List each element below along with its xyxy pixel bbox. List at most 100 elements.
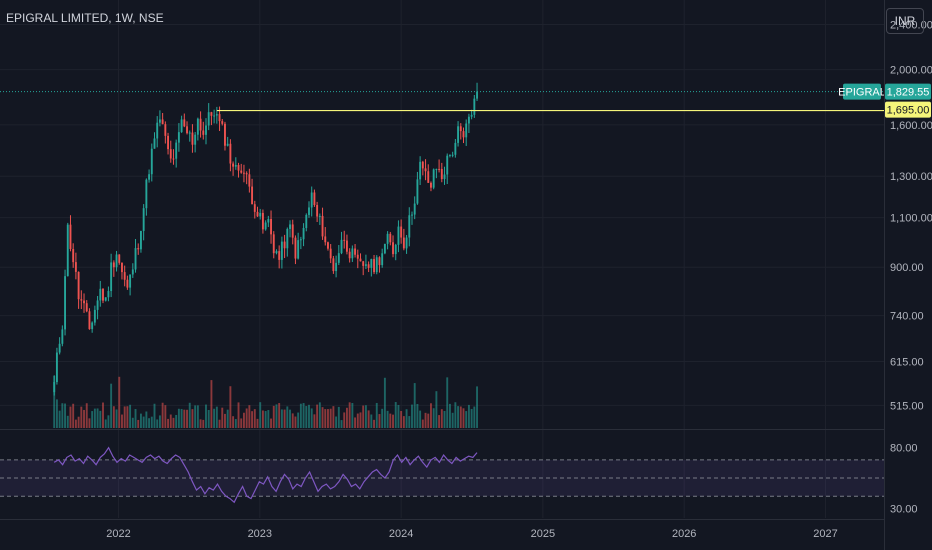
candle[interactable]	[392, 242, 394, 255]
candle[interactable]	[83, 300, 85, 304]
candle[interactable]	[386, 233, 389, 244]
candle[interactable]	[316, 205, 319, 217]
candle[interactable]	[131, 269, 134, 275]
candle[interactable]	[421, 161, 424, 169]
candle[interactable]	[226, 143, 229, 146]
candle[interactable]	[167, 135, 169, 150]
candle[interactable]	[256, 211, 259, 217]
candle[interactable]	[80, 299, 83, 301]
candle[interactable]	[118, 254, 121, 263]
candle[interactable]	[261, 212, 264, 230]
candle[interactable]	[74, 262, 77, 272]
candle[interactable]	[457, 126, 460, 143]
candle[interactable]	[446, 155, 449, 175]
candle[interactable]	[345, 240, 348, 252]
candle[interactable]	[335, 262, 338, 272]
candle[interactable]	[224, 123, 226, 146]
candle[interactable]	[85, 303, 88, 312]
candle[interactable]	[259, 212, 262, 217]
candle[interactable]	[137, 248, 140, 250]
candle[interactable]	[294, 237, 297, 259]
candle[interactable]	[245, 173, 248, 175]
candle[interactable]	[413, 203, 416, 215]
candle[interactable]	[289, 224, 291, 229]
candle[interactable]	[180, 119, 183, 133]
candle[interactable]	[427, 171, 430, 183]
candle[interactable]	[270, 218, 272, 235]
candle[interactable]	[91, 322, 94, 330]
candle[interactable]	[237, 165, 240, 171]
candle[interactable]	[473, 98, 476, 115]
candle[interactable]	[213, 115, 216, 117]
candle[interactable]	[58, 343, 61, 353]
candle[interactable]	[64, 276, 66, 330]
candle[interactable]	[299, 239, 302, 241]
candle[interactable]	[462, 131, 465, 138]
candle[interactable]	[194, 134, 197, 145]
candle[interactable]	[340, 239, 343, 254]
candle[interactable]	[251, 186, 254, 205]
candle[interactable]	[280, 241, 283, 260]
candle[interactable]	[248, 174, 251, 187]
candle[interactable]	[367, 264, 370, 268]
candle[interactable]	[55, 352, 58, 383]
candle[interactable]	[102, 288, 104, 301]
candle[interactable]	[278, 251, 281, 260]
candle[interactable]	[150, 148, 153, 175]
candle[interactable]	[451, 154, 454, 156]
candle[interactable]	[123, 272, 126, 280]
candle[interactable]	[332, 258, 335, 272]
candle[interactable]	[397, 226, 400, 245]
candle[interactable]	[362, 261, 365, 266]
candle[interactable]	[202, 130, 205, 135]
candle[interactable]	[126, 279, 129, 288]
candle[interactable]	[327, 242, 329, 249]
candle[interactable]	[454, 142, 457, 155]
candle[interactable]	[476, 91, 478, 99]
candle[interactable]	[115, 254, 118, 268]
candle[interactable]	[96, 300, 99, 310]
candle[interactable]	[142, 208, 145, 231]
candle[interactable]	[283, 241, 286, 249]
candle[interactable]	[324, 236, 327, 243]
candle[interactable]	[139, 230, 142, 250]
candle[interactable]	[88, 311, 91, 330]
candle[interactable]	[210, 112, 213, 116]
candlestick-series[interactable]	[53, 82, 478, 396]
candle[interactable]	[321, 215, 324, 237]
candle[interactable]	[229, 143, 232, 164]
candle[interactable]	[240, 170, 243, 173]
candle[interactable]	[99, 288, 102, 301]
candle[interactable]	[72, 248, 75, 263]
candle[interactable]	[264, 222, 267, 230]
candle[interactable]	[77, 271, 80, 300]
candle[interactable]	[161, 119, 164, 125]
candle[interactable]	[373, 259, 375, 273]
candle[interactable]	[308, 207, 310, 215]
candle[interactable]	[435, 168, 438, 170]
candle[interactable]	[297, 240, 300, 259]
candle[interactable]	[318, 215, 321, 217]
candle[interactable]	[196, 118, 199, 135]
candle[interactable]	[432, 169, 435, 188]
candle[interactable]	[378, 257, 381, 266]
candle[interactable]	[430, 182, 432, 188]
candle[interactable]	[158, 119, 161, 123]
candle[interactable]	[66, 224, 69, 277]
candle[interactable]	[169, 149, 172, 159]
candle[interactable]	[424, 168, 427, 172]
candle[interactable]	[93, 309, 96, 323]
candle[interactable]	[438, 168, 441, 170]
candle[interactable]	[172, 158, 175, 160]
candle[interactable]	[175, 142, 178, 159]
candle[interactable]	[207, 112, 210, 126]
candle[interactable]	[272, 234, 275, 254]
candle[interactable]	[402, 237, 405, 249]
candle[interactable]	[329, 248, 332, 259]
candle[interactable]	[253, 204, 256, 212]
candle[interactable]	[164, 124, 167, 136]
candle[interactable]	[104, 297, 107, 301]
candle[interactable]	[383, 243, 386, 254]
candle[interactable]	[153, 138, 156, 149]
